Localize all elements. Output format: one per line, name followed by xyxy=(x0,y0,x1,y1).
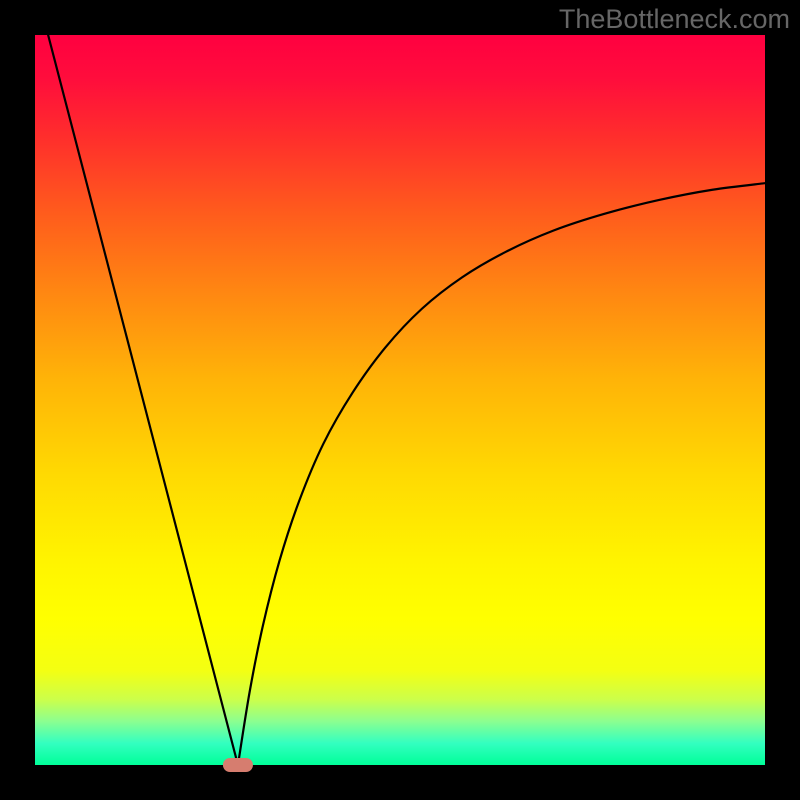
notch-marker xyxy=(223,758,253,772)
watermark-text: TheBottleneck.com xyxy=(559,4,790,35)
chart-background xyxy=(35,35,765,765)
chart-container: TheBottleneck.com xyxy=(0,0,800,800)
bottleneck-chart xyxy=(0,0,800,800)
